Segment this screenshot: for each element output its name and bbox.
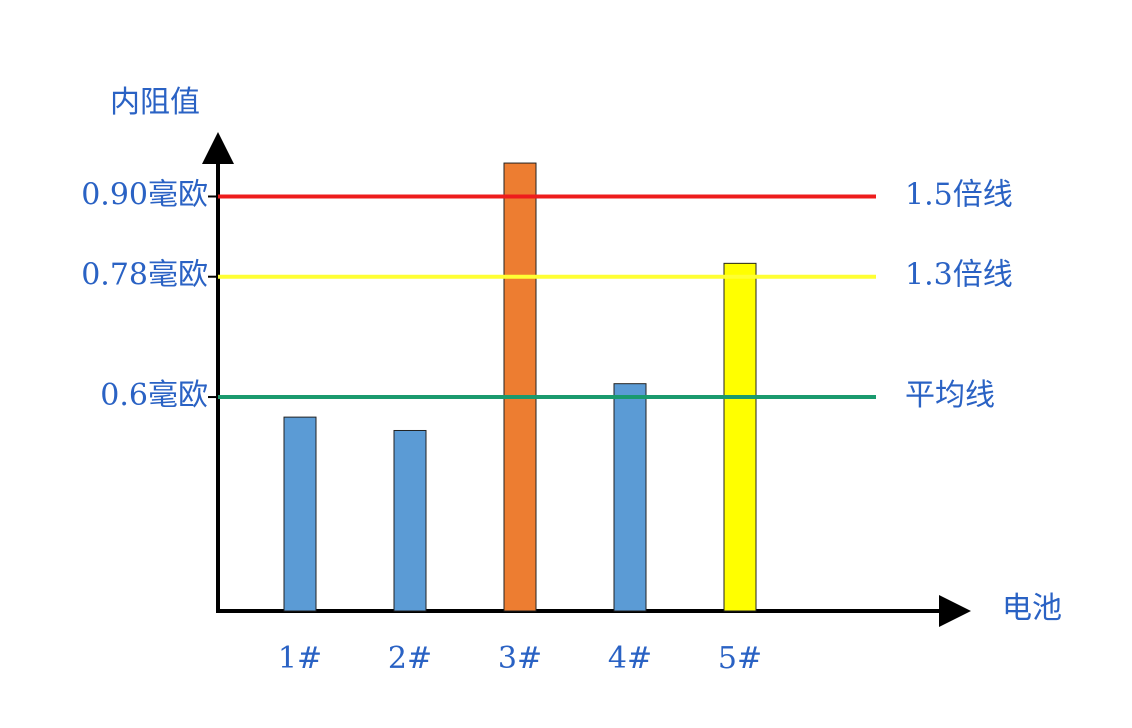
x-tick-label: 1# [278,641,322,676]
y-tick-label: 0.90毫欧 [81,177,208,212]
y-tick-label: 0.6毫欧 [100,378,208,413]
reference-label: 1.3倍线 [905,258,1013,293]
reference-label: 1.5倍线 [905,177,1013,212]
bar [503,162,537,612]
reference-label: 平均线 [905,378,995,413]
x-axis-title: 电池 [1002,591,1062,626]
y-tick-label: 0.78毫欧 [81,258,208,293]
bar [393,429,427,612]
x-tick-label: 5# [718,641,762,676]
y-axis-title: 内阻值 [110,85,200,120]
x-tick-label: 3# [498,641,542,676]
x-tick-label: 4# [608,641,652,676]
bar [723,262,757,612]
bar [283,416,317,612]
x-tick-label: 2# [388,641,432,676]
bar [613,383,647,612]
